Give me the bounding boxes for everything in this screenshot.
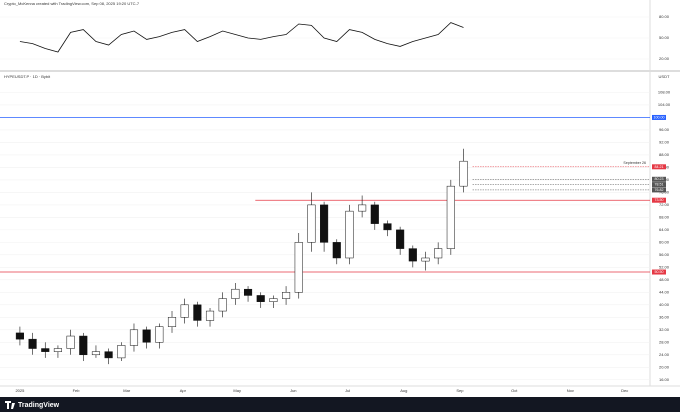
candle-body bbox=[167, 317, 177, 327]
y-tick-label: 92.00 bbox=[659, 140, 670, 145]
x-tick-label: Feb bbox=[73, 388, 81, 393]
candle-body bbox=[345, 210, 354, 259]
price-label: 76.82 bbox=[655, 188, 664, 192]
candle-body bbox=[104, 351, 113, 359]
y-tick-label: 40.00 bbox=[659, 302, 670, 307]
y-tick-label: 80.00 bbox=[659, 14, 670, 19]
y-tick-label: 36.00 bbox=[659, 314, 670, 319]
y-tick-label: 20.00 bbox=[659, 56, 670, 61]
y-tick-label: 50.00 bbox=[659, 35, 670, 40]
candle-body bbox=[383, 223, 392, 231]
symbol-title: HYPEUSDT.P · 1D · Bybit bbox=[4, 74, 51, 79]
candle-body bbox=[434, 248, 443, 259]
price-label: 73.50 bbox=[655, 198, 664, 202]
candle-body bbox=[180, 304, 189, 318]
candle-body bbox=[256, 295, 265, 302]
candle-body bbox=[155, 326, 164, 343]
price-label: 100.00 bbox=[654, 115, 665, 119]
candle-body bbox=[15, 332, 24, 340]
candle-body bbox=[142, 329, 151, 343]
price-label-box bbox=[652, 114, 666, 120]
price-label: 84.21 bbox=[655, 165, 664, 169]
price-label-box bbox=[652, 182, 666, 188]
candle-body bbox=[243, 288, 253, 296]
candle-body bbox=[91, 351, 101, 356]
footer-brand: TradingView bbox=[18, 402, 60, 409]
candle-body bbox=[459, 160, 468, 187]
x-tick-label: Oct bbox=[511, 388, 518, 393]
y-tick-label: 24.00 bbox=[659, 352, 670, 357]
candle-body bbox=[307, 204, 316, 243]
x-tick-label: 2025 bbox=[15, 388, 25, 393]
candle-body bbox=[205, 310, 215, 321]
y-tick-label: 32.00 bbox=[659, 327, 670, 332]
candle-body bbox=[231, 288, 240, 299]
candle-body bbox=[421, 257, 430, 262]
x-tick-label: Dec bbox=[621, 388, 628, 393]
y-tick-label: 44.00 bbox=[659, 289, 670, 294]
y-tick-label: 68.00 bbox=[659, 214, 670, 219]
y-tick-label: 60.00 bbox=[659, 239, 670, 244]
candle-body bbox=[269, 298, 278, 302]
price-label-box bbox=[652, 187, 666, 193]
y-tick-label: 56.00 bbox=[659, 252, 670, 257]
y-tick-label: 48.00 bbox=[659, 277, 670, 282]
logo bbox=[5, 401, 15, 409]
candle-body bbox=[53, 348, 62, 352]
candle-body bbox=[294, 242, 303, 293]
x-tick-label: Mar bbox=[123, 388, 131, 393]
x-tick-label: Apr bbox=[180, 388, 187, 393]
candle-body bbox=[358, 204, 367, 212]
x-tick-label: Jun bbox=[290, 388, 296, 393]
y-tick-label: 96.00 bbox=[659, 127, 670, 132]
y-tick-label: 104.00 bbox=[658, 102, 671, 107]
candle-body bbox=[129, 329, 139, 346]
footer-bar bbox=[0, 397, 680, 412]
candle-body bbox=[320, 204, 329, 243]
price-label-box bbox=[652, 176, 666, 182]
candle-body bbox=[396, 229, 405, 249]
candle-body bbox=[41, 348, 50, 352]
y-tick-label: 72.00 bbox=[659, 202, 670, 207]
candle-body bbox=[332, 242, 341, 259]
x-tick-label: Aug bbox=[400, 388, 407, 393]
price-label-box bbox=[652, 269, 666, 275]
price-label: 78.51 bbox=[655, 183, 664, 187]
price-label-box bbox=[652, 164, 666, 170]
candle-body bbox=[66, 335, 75, 349]
x-tick-label: May bbox=[233, 388, 241, 393]
price-label: 80.23 bbox=[655, 177, 664, 181]
oscillator-line bbox=[19, 22, 464, 53]
price-label: 50.50 bbox=[655, 270, 664, 274]
y-tick-label: 88.00 bbox=[659, 152, 670, 157]
y-tick-label: 16.00 bbox=[659, 377, 670, 382]
candle-body bbox=[370, 204, 379, 224]
unit-label: USDT bbox=[659, 74, 670, 79]
candle-body bbox=[117, 345, 126, 359]
candle-body bbox=[282, 292, 291, 299]
candle-body bbox=[79, 335, 88, 356]
y-tick-label: 20.00 bbox=[659, 364, 670, 369]
x-tick-label: Jul bbox=[345, 388, 350, 393]
y-tick-label: 64.00 bbox=[659, 227, 670, 232]
x-tick-label: Nov bbox=[567, 388, 574, 393]
y-tick-label: 108.00 bbox=[658, 90, 671, 95]
annotation: September 26 bbox=[623, 161, 646, 165]
x-tick-label: Sep bbox=[456, 388, 464, 393]
y-tick-label: 28.00 bbox=[659, 339, 670, 344]
candle-body bbox=[193, 304, 202, 321]
candle-body bbox=[446, 185, 455, 249]
candle-body bbox=[28, 338, 37, 349]
y-tick-label: 52.00 bbox=[659, 264, 670, 269]
header: Crypto_McKenna created with TradingView.… bbox=[4, 1, 140, 6]
candle-body bbox=[408, 248, 417, 262]
candle-body bbox=[218, 298, 227, 312]
price-label-box bbox=[652, 197, 666, 203]
